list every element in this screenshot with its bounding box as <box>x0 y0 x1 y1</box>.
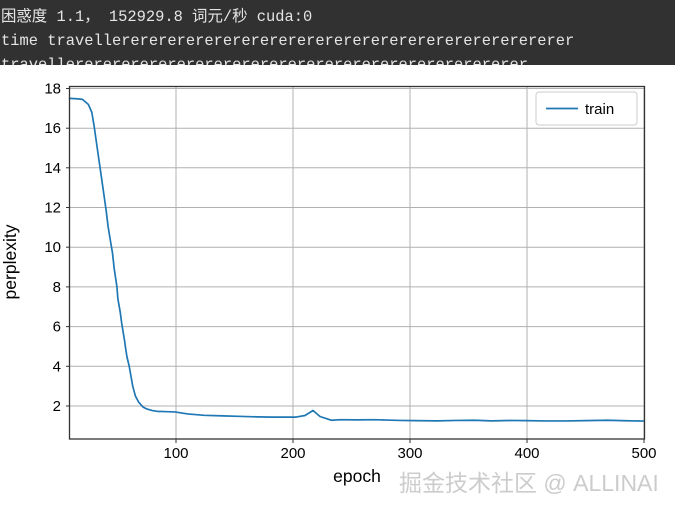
svg-text:train: train <box>585 101 614 118</box>
svg-text:epoch: epoch <box>333 466 381 486</box>
svg-text:12: 12 <box>44 200 61 217</box>
svg-text:200: 200 <box>280 445 305 462</box>
svg-text:18: 18 <box>44 81 61 98</box>
svg-text:500: 500 <box>631 445 656 462</box>
svg-text:16: 16 <box>44 120 61 137</box>
svg-text:6: 6 <box>53 319 61 336</box>
svg-text:14: 14 <box>44 160 61 177</box>
svg-text:2: 2 <box>53 398 61 415</box>
svg-text:掘金技术社区 @ ALLINAI: 掘金技术社区 @ ALLINAI <box>399 470 659 496</box>
svg-text:8: 8 <box>53 279 61 296</box>
svg-text:perplexity: perplexity <box>0 224 20 299</box>
svg-text:4: 4 <box>53 358 61 375</box>
svg-text:100: 100 <box>163 445 188 462</box>
svg-text:400: 400 <box>514 445 539 462</box>
svg-text:300: 300 <box>397 445 422 462</box>
svg-text:10: 10 <box>44 239 61 256</box>
